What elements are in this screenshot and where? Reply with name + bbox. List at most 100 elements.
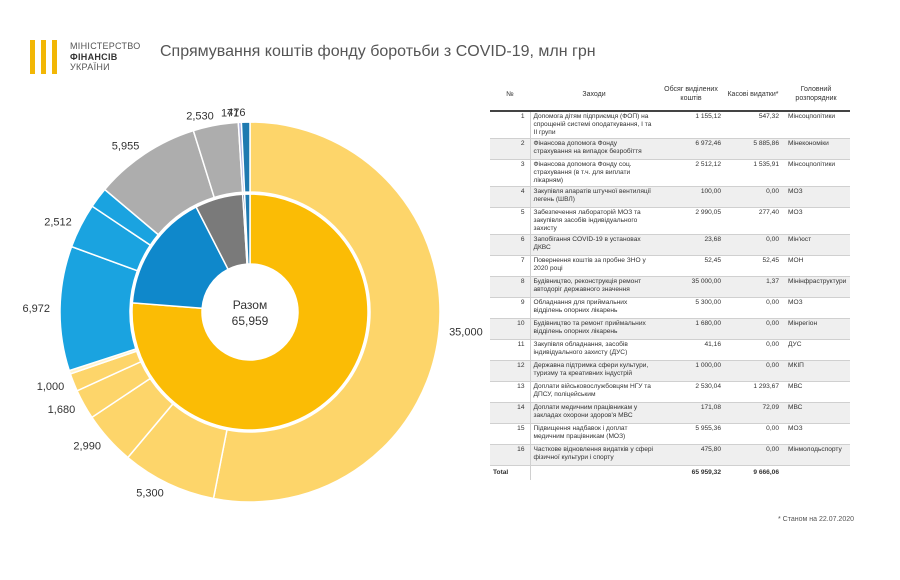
outer-ring-segment[interactable] bbox=[212, 121, 441, 503]
row-measure: Обладнання для приймальних відділень опо… bbox=[529, 297, 658, 319]
table-row: 8 Будівництво, реконструкція ремонт автод… bbox=[490, 276, 850, 298]
value-label: 2,512 bbox=[44, 216, 72, 228]
row-number: 14 bbox=[490, 402, 530, 424]
row-allocated: 23,68 bbox=[658, 234, 724, 256]
center-label: Разом bbox=[233, 298, 267, 312]
row-allocated: 52,45 bbox=[658, 255, 724, 277]
table-row: 5 Забезпечення лабораторій МОЗ та закупів… bbox=[490, 207, 850, 235]
col-header-spent[interactable]: Касові видатки* bbox=[724, 78, 782, 112]
row-number: 12 bbox=[490, 360, 530, 382]
table-row: 3 Фінансова допомога Фонду соц. страхуван… bbox=[490, 159, 850, 187]
sunburst-chart: Разом 65,959 35,000 5,300 2,990 1,680 1,000 6… bbox=[23, 107, 483, 503]
col-header-measures[interactable]: Заходи bbox=[530, 78, 658, 112]
row-number: 3 bbox=[490, 159, 530, 187]
total-spacer bbox=[529, 465, 658, 480]
table-row: 15 Підвищення надбавок і доплат медичним … bbox=[490, 423, 850, 445]
value-label: 5,955 bbox=[112, 140, 140, 152]
row-allocated: 100,00 bbox=[658, 186, 724, 208]
row-number: 9 bbox=[490, 297, 530, 319]
outer-ring-segment[interactable] bbox=[240, 121, 251, 193]
row-number: 13 bbox=[490, 381, 530, 403]
row-allocated: 41,16 bbox=[658, 339, 724, 361]
row-manager: Мінінфраструктури bbox=[782, 276, 850, 298]
row-manager: ДУС bbox=[782, 339, 850, 361]
row-measure: Запобігання COVID-19 в установах ДКВС bbox=[529, 234, 658, 256]
row-number: 11 bbox=[490, 339, 530, 361]
row-manager: МОЗ bbox=[782, 423, 850, 445]
row-allocated: 5 955,36 bbox=[658, 423, 724, 445]
row-number: 5 bbox=[490, 207, 530, 235]
value-label: 2,990 bbox=[73, 440, 101, 452]
row-measure: Закупівля апаратів штучної вентиляції ле… bbox=[529, 186, 658, 208]
row-measure: Будівництво та ремонт приймальних відділ… bbox=[529, 318, 658, 340]
row-number: 6 bbox=[490, 234, 530, 256]
funds-table: № Заходи Обсяг виділених коштів Касові в… bbox=[490, 78, 850, 480]
row-measure: Закупівля обладнання, засобів індивідуал… bbox=[529, 339, 658, 361]
row-spent: 1,37 bbox=[724, 276, 782, 298]
row-manager: МКІП bbox=[782, 360, 850, 382]
row-spent: 52,45 bbox=[724, 255, 782, 277]
row-number: 1 bbox=[490, 111, 530, 139]
value-label: 1,000 bbox=[37, 381, 65, 393]
row-allocated: 2 990,05 bbox=[658, 207, 724, 235]
row-spent: 0,00 bbox=[724, 297, 782, 319]
row-allocated: 1 000,00 bbox=[658, 360, 724, 382]
row-allocated: 1 680,00 bbox=[658, 318, 724, 340]
footnote: * Станом на 22.07.2020 bbox=[778, 516, 854, 523]
chart-rings bbox=[59, 121, 441, 503]
value-label: 1,680 bbox=[48, 404, 76, 416]
row-spent: 0,00 bbox=[724, 234, 782, 256]
row-manager: Мінсоцполітики bbox=[782, 159, 850, 187]
table-row: 10 Будівництво та ремонт приймальних відд… bbox=[490, 318, 850, 340]
row-number: 2 bbox=[490, 138, 530, 160]
row-allocated: 6 972,46 bbox=[658, 138, 724, 160]
row-spent: 5 885,86 bbox=[724, 138, 782, 160]
row-manager: МОЗ bbox=[782, 186, 850, 208]
row-allocated: 5 300,00 bbox=[658, 297, 724, 319]
col-header-manager[interactable]: Головний розпорядник bbox=[782, 78, 850, 112]
table-row: 2 Фінансова допомога Фонду страхування на… bbox=[490, 138, 850, 160]
row-spent: 0,00 bbox=[724, 423, 782, 445]
total-empty bbox=[782, 465, 850, 480]
row-measure: Фінансова допомога Фонду страхування на … bbox=[529, 138, 658, 160]
center-hole bbox=[202, 264, 298, 360]
ministry-name-line-1: МІНІСТЕРСТВО bbox=[70, 41, 141, 51]
row-manager: МВС bbox=[782, 381, 850, 403]
table-body: 1 Допомога дітям підприємця (ФОП) на спро… bbox=[490, 111, 850, 466]
page-title: Спрямування коштів фонду боротьби з COVI… bbox=[160, 43, 596, 60]
row-manager: МОН bbox=[782, 255, 850, 277]
row-number: 15 bbox=[490, 423, 530, 445]
row-allocated: 1 155,12 bbox=[658, 111, 724, 139]
row-measure: Допомога дітям підприємця (ФОП) на спрощ… bbox=[529, 111, 658, 139]
value-label: 2,530 bbox=[186, 110, 214, 122]
row-measure: Підвищення надбавок і доплат медичним пр… bbox=[529, 423, 658, 445]
row-spent: 1 535,91 bbox=[724, 159, 782, 187]
table-row: 1 Допомога дітям підприємця (ФОП) на спро… bbox=[490, 111, 850, 139]
row-measure: Фінансова допомога Фонду соц. страхуванн… bbox=[529, 159, 658, 187]
row-spent: 0,00 bbox=[724, 339, 782, 361]
table-row: 9 Обладнання для приймальних відділень оп… bbox=[490, 297, 850, 319]
row-number: 7 bbox=[490, 255, 530, 277]
row-manager: МОЗ bbox=[782, 207, 850, 235]
table-row: 14 Доплати медичним працівникам у заклада… bbox=[490, 402, 850, 424]
ministry-name: МІНІСТЕРСТВО ФІНАНСІВ УКРАЇНИ bbox=[70, 41, 141, 73]
table-header-row: № Заходи Обсяг виділених коштів Касові в… bbox=[490, 78, 850, 112]
center-value: 65,959 bbox=[232, 314, 269, 328]
row-allocated: 2 512,12 bbox=[658, 159, 724, 187]
row-spent: 0,00 bbox=[724, 444, 782, 466]
value-label: 171 bbox=[221, 107, 239, 119]
row-manager: МОЗ bbox=[782, 297, 850, 319]
row-spent: 0,00 bbox=[724, 186, 782, 208]
col-header-number[interactable]: № bbox=[490, 78, 530, 112]
value-label: 6,972 bbox=[23, 303, 51, 315]
row-number: 16 bbox=[490, 444, 530, 466]
row-manager: МВС bbox=[782, 402, 850, 424]
table-row: 11 Закупівля обладнання, засобів індивіду… bbox=[490, 339, 850, 361]
value-label: 5,300 bbox=[136, 487, 164, 499]
row-measure: Часткове відновлення видатків у сфері фі… bbox=[529, 444, 658, 466]
table-row: 13 Доплати військовослужбовцям НГУ та ДПС… bbox=[490, 381, 850, 403]
col-header-allocated[interactable]: Обсяг виділених коштів bbox=[658, 78, 724, 112]
ministry-logo-icon bbox=[30, 40, 58, 74]
row-allocated: 35 000,00 bbox=[658, 276, 724, 298]
value-labels: 35,000 5,300 2,990 1,680 1,000 6,972 2,512 5,95… bbox=[23, 107, 483, 499]
